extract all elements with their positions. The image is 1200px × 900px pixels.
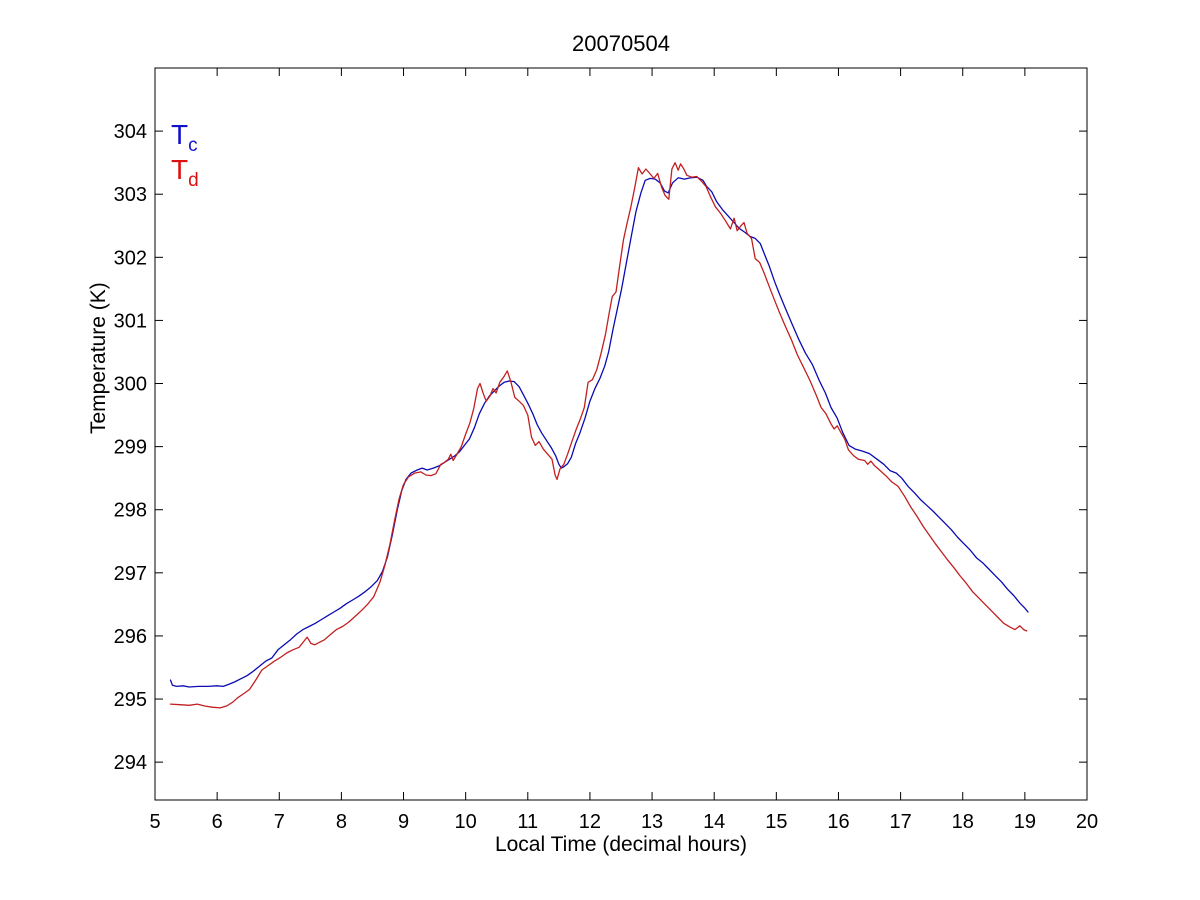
x-tick-label: 5 <box>149 811 160 833</box>
y-tick-label: 303 <box>114 184 147 206</box>
x-tick-label: 19 <box>1014 811 1036 833</box>
x-tick-label: 8 <box>336 811 347 833</box>
legend-entry-tc: Tc <box>171 119 198 156</box>
y-tick-label: 295 <box>114 689 147 711</box>
series-line-Tc <box>169 176 1029 688</box>
x-axis-label: Local Time (decimal hours) <box>494 833 748 856</box>
y-tick-label: 294 <box>114 752 147 774</box>
x-tick-label: 12 <box>579 811 601 833</box>
legend-sub-td: d <box>188 170 199 191</box>
y-tick-label: 299 <box>114 437 147 459</box>
x-tick-label: 10 <box>455 811 477 833</box>
x-tick-label: 11 <box>517 811 538 833</box>
y-tick-label: 304 <box>114 121 147 143</box>
x-tick-label: 7 <box>274 811 285 833</box>
legend-label-td: T <box>171 154 189 185</box>
series-line-Td <box>169 162 1028 709</box>
legend-sub-tc: c <box>188 135 198 156</box>
axes-box <box>154 67 1088 801</box>
x-tick-label: 6 <box>212 811 223 833</box>
y-axis-label: Temperature (K) <box>87 282 110 434</box>
legend-entry-td: Td <box>171 154 199 191</box>
y-tick-label: 296 <box>114 626 147 648</box>
x-tick-label: 20 <box>1076 811 1098 833</box>
y-tick-label: 297 <box>114 563 147 585</box>
y-tick-label: 302 <box>114 247 147 269</box>
x-tick-label: 13 <box>641 811 663 833</box>
y-tick-label: 301 <box>114 310 147 332</box>
x-tick-label: 15 <box>765 811 787 833</box>
y-tick-label: 300 <box>114 374 147 396</box>
chart-title: 20070504 <box>572 31 670 56</box>
x-tick-label: 16 <box>827 811 849 833</box>
x-tick-label: 17 <box>889 811 911 833</box>
y-tick-label: 298 <box>114 500 147 522</box>
x-tick-label: 14 <box>703 811 725 833</box>
legend-label-tc: T <box>171 119 189 150</box>
x-tick-label: 9 <box>398 811 409 833</box>
x-tick-label: 18 <box>952 811 974 833</box>
